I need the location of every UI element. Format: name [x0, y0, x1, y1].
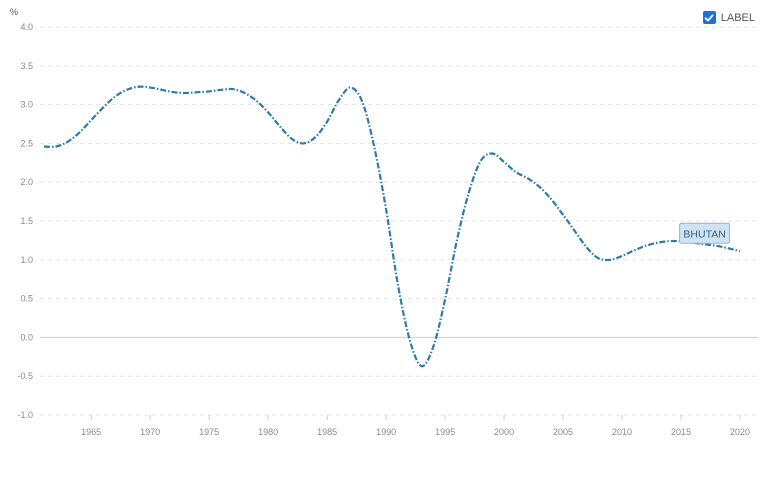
- y-tick-label: 1.0: [20, 255, 33, 265]
- x-axis-ticks: 1965 1970 1975 1980 1985 1990 1995 2000 2005 2010…: [81, 415, 750, 437]
- series-label: BHUTAN: [683, 228, 725, 240]
- checkmark-icon: [704, 14, 714, 21]
- x-tick-label: 2000: [494, 427, 514, 437]
- series-label-group: BHUTAN: [679, 222, 731, 244]
- x-tick-label: 2015: [671, 427, 691, 437]
- series-label-box: [679, 222, 731, 244]
- y-tick-label: 3.5: [20, 61, 33, 71]
- series-line-bhutan[interactable]: [43, 85, 741, 368]
- y-tick-label: 1.5: [20, 216, 33, 226]
- x-tick-label: 2005: [553, 427, 573, 437]
- y-tick-label: 2.0: [20, 177, 33, 187]
- y-tick-label: 0.5: [20, 294, 33, 304]
- y-tick-label: 3.0: [20, 100, 33, 110]
- x-tick-label: 1975: [199, 427, 219, 437]
- legend-toggle[interactable]: LABEL: [702, 11, 755, 24]
- y-axis-unit-label: %: [10, 7, 18, 17]
- x-tick-label: 1990: [376, 427, 396, 437]
- x-tick-label: 1970: [140, 427, 160, 437]
- gridlines: [40, 26, 758, 416]
- y-tick-label: 0.0: [20, 332, 33, 342]
- y-tick-label: -1.0: [17, 410, 33, 420]
- y-tick-label: 4.0: [20, 22, 33, 32]
- label-checkbox[interactable]: [702, 11, 716, 24]
- legend-label: LABEL: [720, 11, 755, 24]
- y-tick-label: 2.5: [20, 138, 33, 148]
- y-tick-label: -0.5: [17, 371, 33, 381]
- series-group: [43, 85, 741, 368]
- y-axis-ticks: 4.0 3.5 3.0 2.5 2.0 1.5 1.0 0.5 0.0 -0.5 -1.0: [17, 22, 33, 420]
- x-tick-label: 1980: [258, 427, 278, 437]
- x-tick-label: 2010: [612, 427, 632, 437]
- x-tick-label: 1995: [435, 427, 455, 437]
- x-tick-label: 2020: [730, 427, 750, 437]
- x-tick-label: 1985: [317, 427, 337, 437]
- x-tick-label: 1965: [81, 427, 101, 437]
